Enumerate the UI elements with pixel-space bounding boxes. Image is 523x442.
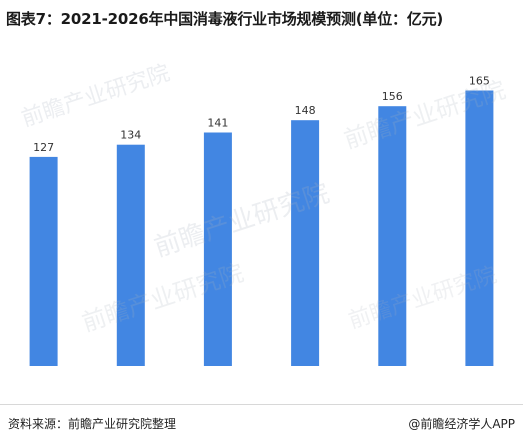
- bar-2024: [291, 120, 320, 366]
- data-label-2022: 134: [120, 129, 141, 142]
- data-label-2021: 127: [33, 141, 54, 154]
- brand-credit: @前瞻经济学人APP: [408, 417, 515, 431]
- bar-2022: [116, 144, 145, 366]
- chart-title: 图表7：2021-2026年中国消毒液行业市场规模预测(单位：亿元): [6, 10, 444, 28]
- data-label-2023: 141: [207, 117, 228, 130]
- footer: 资料来源：前瞻产业研究院整理 @前瞻经济学人APP: [0, 404, 523, 442]
- data-label-2026: 165: [469, 75, 490, 88]
- bar-2026: [465, 90, 494, 366]
- bar-2025: [378, 106, 407, 366]
- bar-2023: [203, 132, 232, 366]
- data-label-2025: 156: [382, 90, 403, 103]
- bar-2021: [29, 156, 58, 366]
- source-note: 资料来源：前瞻产业研究院整理: [8, 417, 177, 431]
- bar-chart: 1272021134202214120231482024156202516520…: [29, 75, 494, 366]
- data-label-2024: 148: [295, 104, 316, 117]
